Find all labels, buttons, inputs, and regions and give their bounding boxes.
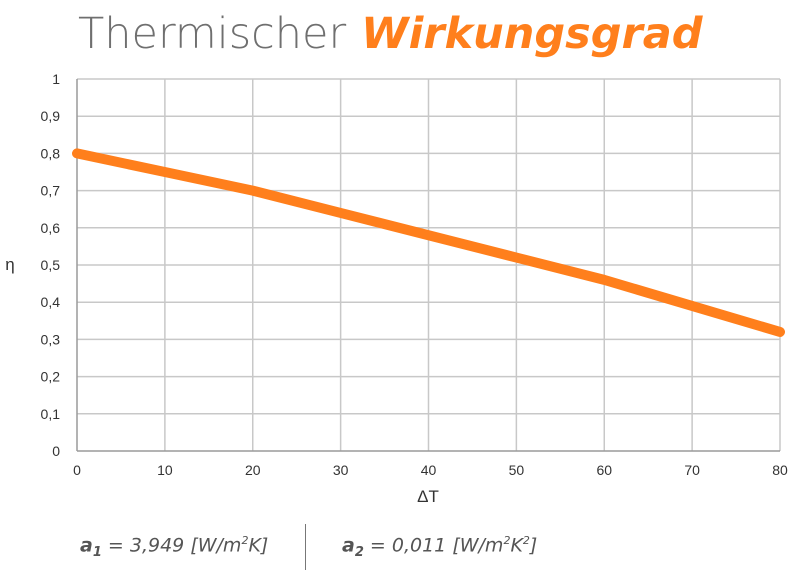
title-accent: Wirkungsgrad bbox=[361, 9, 703, 59]
x-tick-label: 80 bbox=[772, 462, 788, 478]
a1-unit-exponent: 2 bbox=[241, 534, 249, 547]
a2-unit-exponent-2: 2 bbox=[522, 534, 530, 547]
y-tick-label: 0,7 bbox=[41, 183, 61, 199]
x-tick-label: 40 bbox=[421, 462, 437, 478]
axes bbox=[76, 79, 780, 452]
x-tick-label: 0 bbox=[73, 462, 81, 478]
x-tick-label: 70 bbox=[684, 462, 700, 478]
coefficient-a2: a2 = 0,011 [W/m2K2] bbox=[342, 534, 537, 560]
x-tick-label: 20 bbox=[245, 462, 261, 478]
y-tick-label: 0,6 bbox=[41, 220, 61, 236]
chart-title: Thermischer Wirkungsgrad bbox=[78, 6, 703, 62]
a2-equals: = bbox=[363, 534, 392, 557]
y-tick-label: 0,3 bbox=[41, 331, 61, 347]
a1-value: 3,949 bbox=[129, 534, 185, 557]
series bbox=[72, 148, 785, 337]
x-axis-label: ΔT bbox=[417, 487, 439, 506]
a1-equals: = bbox=[101, 534, 130, 557]
x-tick-label: 50 bbox=[509, 462, 525, 478]
a1-index: 1 bbox=[92, 545, 102, 561]
y-axis-label: η bbox=[5, 255, 14, 274]
a2-index: 2 bbox=[354, 545, 364, 561]
a2-unit-exponent: 2 bbox=[503, 534, 511, 547]
x-tick-labels: 0 10 20 30 40 50 60 70 80 bbox=[73, 462, 788, 478]
x-tick-label: 10 bbox=[157, 462, 173, 478]
efficiency-chart: 0 0,1 0,2 0,3 0,4 0,5 0,6 0,7 0,8 0,9 1 0 10 20 30 40 5… bbox=[5, 71, 788, 506]
a1-symbol: a bbox=[80, 534, 93, 557]
a2-unit-mid: K bbox=[510, 534, 523, 557]
coefficients: a1 = 3,949 [W/m2K] a2 = 0,011 [W/m2K2] bbox=[80, 524, 600, 572]
a1-unit-end: K] bbox=[248, 534, 269, 557]
x-tick-label: 60 bbox=[596, 462, 612, 478]
coefficient-a1: a1 = 3,949 [W/m2K] bbox=[80, 534, 268, 560]
a2-unit-end: ] bbox=[529, 534, 538, 557]
y-tick-labels: 0 0,1 0,2 0,3 0,4 0,5 0,6 0,7 0,8 0,9 1 bbox=[41, 71, 61, 459]
a1-unit: [W/m bbox=[184, 534, 242, 557]
y-tick-label: 1 bbox=[52, 71, 60, 87]
y-tick-label: 0 bbox=[52, 443, 60, 459]
a2-unit: [W/m bbox=[446, 534, 504, 557]
efficiency-line bbox=[72, 148, 785, 337]
y-tick-label: 0,9 bbox=[41, 108, 61, 124]
title-light: Thermischer bbox=[78, 9, 347, 59]
y-tick-label: 0,1 bbox=[41, 406, 61, 422]
y-tick-label: 0,2 bbox=[41, 369, 61, 385]
coefficient-divider bbox=[305, 524, 306, 570]
grid bbox=[77, 78, 781, 451]
x-tick-label: 30 bbox=[333, 462, 349, 478]
a2-value: 0,011 bbox=[391, 534, 447, 557]
y-tick-label: 0,5 bbox=[41, 257, 61, 273]
y-tick-label: 0,4 bbox=[41, 294, 61, 310]
y-tick-label: 0,8 bbox=[41, 145, 61, 161]
a2-symbol: a bbox=[342, 534, 355, 557]
